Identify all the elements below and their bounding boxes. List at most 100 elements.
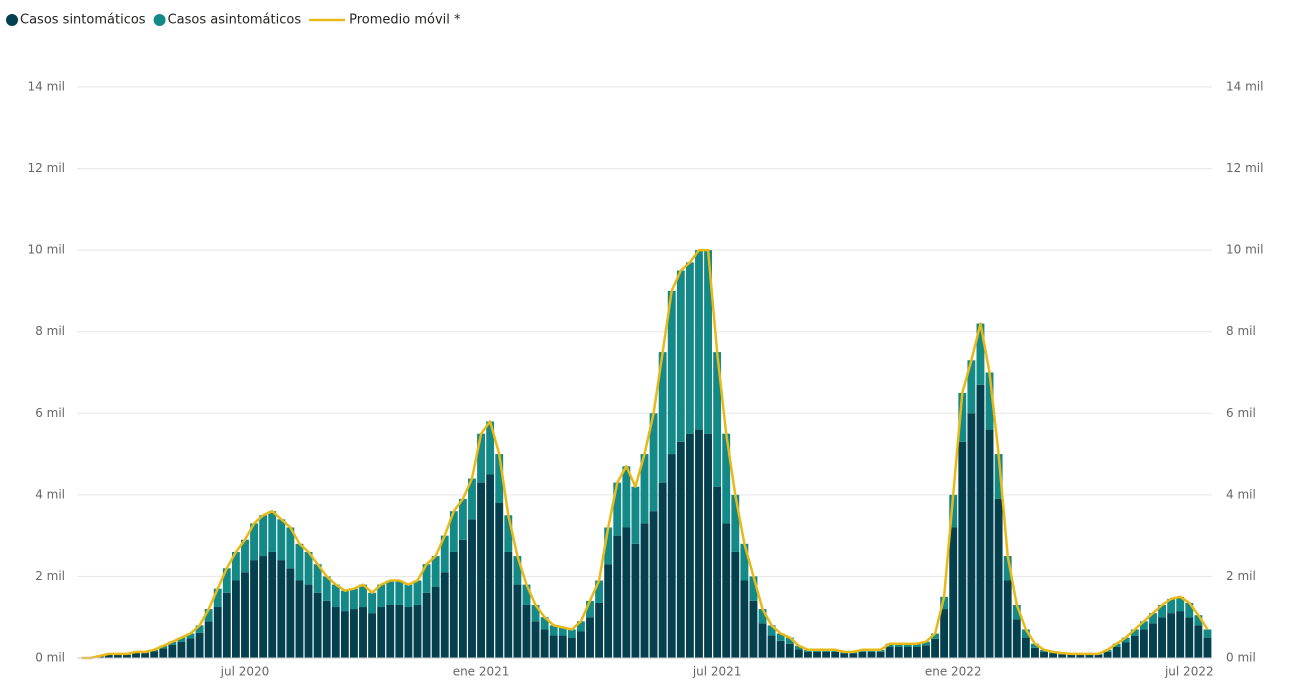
bar xyxy=(468,478,476,520)
bar xyxy=(558,635,567,658)
bar xyxy=(440,572,449,658)
bar xyxy=(195,625,204,633)
bar xyxy=(640,523,649,658)
y2-tick-label: 2 mil xyxy=(1226,569,1256,583)
bar xyxy=(268,511,277,552)
bar xyxy=(758,609,767,624)
bar xyxy=(676,270,685,442)
bar xyxy=(849,653,858,658)
bar xyxy=(250,560,258,658)
bar xyxy=(1067,654,1076,658)
bar xyxy=(286,527,295,569)
bar xyxy=(831,651,840,658)
bar xyxy=(958,392,967,442)
bar xyxy=(304,551,313,585)
bar xyxy=(577,621,585,632)
bar xyxy=(104,654,113,658)
bar xyxy=(940,609,949,658)
bar xyxy=(776,633,785,641)
bar xyxy=(522,584,531,605)
bar xyxy=(241,539,249,573)
bar xyxy=(468,519,476,658)
bar xyxy=(377,584,386,608)
bar xyxy=(286,568,295,658)
bar xyxy=(458,498,467,540)
bar xyxy=(1149,623,1157,658)
bar xyxy=(1149,613,1157,624)
bar xyxy=(785,637,794,644)
bar xyxy=(704,433,712,658)
bar xyxy=(1139,629,1148,658)
bar xyxy=(449,511,458,552)
bar xyxy=(1167,613,1176,658)
bar xyxy=(540,629,549,658)
bar xyxy=(404,607,413,658)
bar xyxy=(631,543,640,658)
bar xyxy=(604,564,613,658)
bar xyxy=(704,250,712,434)
bar xyxy=(695,429,703,658)
bar xyxy=(794,645,803,650)
bar xyxy=(295,543,304,581)
bar xyxy=(903,646,912,658)
bar xyxy=(386,604,395,658)
bar xyxy=(749,576,758,601)
bar xyxy=(1121,637,1130,643)
bar xyxy=(722,433,731,524)
bar xyxy=(250,523,258,561)
bar xyxy=(822,651,831,658)
bar xyxy=(1158,604,1166,618)
bar xyxy=(495,454,504,504)
bar xyxy=(431,586,440,658)
bar xyxy=(858,651,867,658)
bar xyxy=(731,494,740,552)
bar xyxy=(685,262,694,434)
bar xyxy=(1003,556,1012,581)
bar xyxy=(867,651,876,658)
legend-swatch xyxy=(6,14,18,26)
bar xyxy=(985,429,994,658)
bar xyxy=(1094,654,1103,658)
bar xyxy=(231,580,240,658)
bar xyxy=(322,576,331,601)
bar xyxy=(940,596,949,610)
bar xyxy=(994,498,1003,658)
y2-tick-label: 14 mil xyxy=(1226,80,1263,94)
bar xyxy=(1031,647,1039,658)
bar xyxy=(141,653,150,658)
bar xyxy=(667,454,676,658)
bar xyxy=(513,584,522,658)
bar xyxy=(540,617,549,630)
bar xyxy=(804,651,812,658)
bar xyxy=(213,588,222,608)
bar xyxy=(567,629,576,638)
bar xyxy=(531,621,540,658)
bar xyxy=(1130,629,1139,636)
bar xyxy=(259,556,268,658)
bar xyxy=(813,651,821,658)
bar xyxy=(731,551,740,658)
bar xyxy=(422,564,431,593)
bar xyxy=(967,360,976,414)
y-tick-label: 2 mil xyxy=(35,569,65,583)
bar xyxy=(231,551,240,581)
x-tick-label: ene 2021 xyxy=(453,665,510,679)
bar xyxy=(123,654,131,658)
bar xyxy=(604,527,613,565)
bar xyxy=(186,633,195,639)
bar xyxy=(213,607,222,658)
bar xyxy=(785,643,794,658)
bar xyxy=(976,384,985,658)
bar xyxy=(1194,615,1203,626)
bar xyxy=(776,640,785,658)
bar xyxy=(331,584,340,608)
bar xyxy=(640,454,649,524)
bar xyxy=(359,607,367,658)
bar xyxy=(1021,629,1030,638)
bar xyxy=(758,623,767,658)
bar xyxy=(222,592,231,658)
bar xyxy=(277,560,286,658)
bar xyxy=(676,441,685,658)
bar xyxy=(558,627,567,636)
